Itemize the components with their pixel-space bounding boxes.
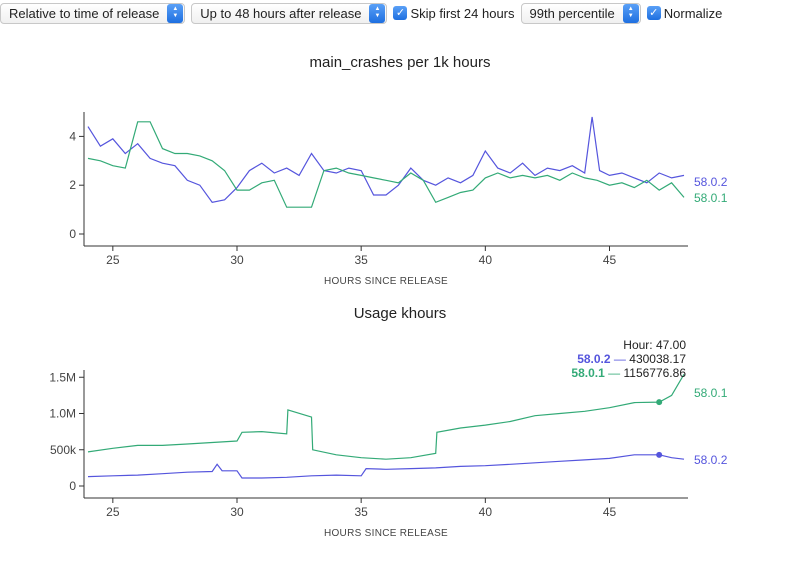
x-tick-label: 40 xyxy=(479,505,493,519)
x-tick-label: 30 xyxy=(230,505,244,519)
tooltip-version: 58.0.1 xyxy=(571,366,605,380)
checkbox-label: Normalize xyxy=(663,5,723,21)
select-label: 99th percentile xyxy=(529,5,615,21)
tooltip-row-58-0-2: 58.0.2 — 430038.17 xyxy=(577,352,686,366)
checkbox-label: Skip first 24 hours xyxy=(410,5,515,21)
select-arrows-icon: ▲ ▼ xyxy=(167,3,184,23)
toolbar: Relative to time of release ▲ ▼ Up to 48 … xyxy=(0,0,800,26)
y-tick-label: 1.5M xyxy=(49,370,76,384)
series-label-58-0-2: 58.0.2 xyxy=(694,175,728,189)
x-tick-label: 25 xyxy=(106,253,120,267)
x-tick-label: 45 xyxy=(603,253,617,267)
percentile-select[interactable]: 99th percentile ▲ ▼ xyxy=(520,2,641,24)
x-tick-label: 35 xyxy=(354,253,368,267)
select-label: Relative to time of release xyxy=(9,5,160,21)
usage-chart-title: Usage khours xyxy=(353,305,447,322)
y-tick-label: 4 xyxy=(69,129,76,143)
series-line-58-0-1 xyxy=(87,121,685,208)
hours-range-select[interactable]: Up to 48 hours after release ▲ ▼ xyxy=(191,2,388,24)
x-tick-label: 25 xyxy=(106,505,120,519)
crashes-chart-title: main_crashes per 1k hours xyxy=(309,54,491,71)
tooltip-hour: Hour: 47.00 xyxy=(623,338,686,352)
series-label-58-0-1: 58.0.1 xyxy=(694,191,728,205)
y-tick-label: 0 xyxy=(69,227,76,241)
select-arrows-icon: ▲ ▼ xyxy=(369,3,386,23)
x-axis-title: HOURS SINCE RELEASE xyxy=(324,528,448,539)
tooltip-version: 58.0.2 xyxy=(577,352,611,366)
select-arrows-icon: ▲ ▼ xyxy=(622,3,639,23)
x-tick-label: 30 xyxy=(230,253,244,267)
y-tick-label: 1.0M xyxy=(49,407,76,421)
tooltip-value: 430038.17 xyxy=(629,352,686,366)
normalize-checkbox[interactable]: ✓ Normalize xyxy=(646,5,723,21)
series-label-58-0-2: 58.0.2 xyxy=(694,453,728,467)
skip-first-24-checkbox[interactable]: ✓ Skip first 24 hours xyxy=(393,5,515,21)
x-tick-label: 40 xyxy=(479,253,493,267)
series-label-58-0-1: 58.0.1 xyxy=(694,386,728,400)
hover-point xyxy=(656,451,663,458)
x-tick-label: 35 xyxy=(354,505,368,519)
y-tick-label: 500k xyxy=(50,443,77,457)
checkmark-icon[interactable]: ✓ xyxy=(646,6,661,20)
y-tick-label: 2 xyxy=(69,178,76,192)
series-line-58-0-2 xyxy=(87,116,685,203)
checkmark-icon[interactable]: ✓ xyxy=(393,6,408,20)
crashes-chart: 25 30 35 40 45 0 2 4 HOURS SINCE RELEASE 58.0.2 58… xyxy=(69,112,728,287)
tooltip-value: 1156776.86 xyxy=(623,366,686,380)
hover-tooltip: Hour: 47.00 58.0.2 — 430038.17 58.0.1 — … xyxy=(571,338,686,380)
series-line-58-0-2 xyxy=(87,454,685,479)
y-tick-label: 0 xyxy=(69,479,76,493)
select-label: Up to 48 hours after release xyxy=(200,5,362,21)
x-tick-label: 45 xyxy=(603,505,617,519)
usage-chart: 25 30 35 40 45 0 500k 1.0M 1.5M HOURS SINCE RELEA… xyxy=(49,370,728,539)
x-axis-title: HOURS SINCE RELEASE xyxy=(324,276,448,287)
relative-time-select[interactable]: Relative to time of release ▲ ▼ xyxy=(0,2,186,24)
series-line-58-0-1 xyxy=(87,373,685,460)
tooltip-row-58-0-1: 58.0.1 — 1156776.86 xyxy=(571,366,686,380)
hover-point xyxy=(656,399,663,406)
